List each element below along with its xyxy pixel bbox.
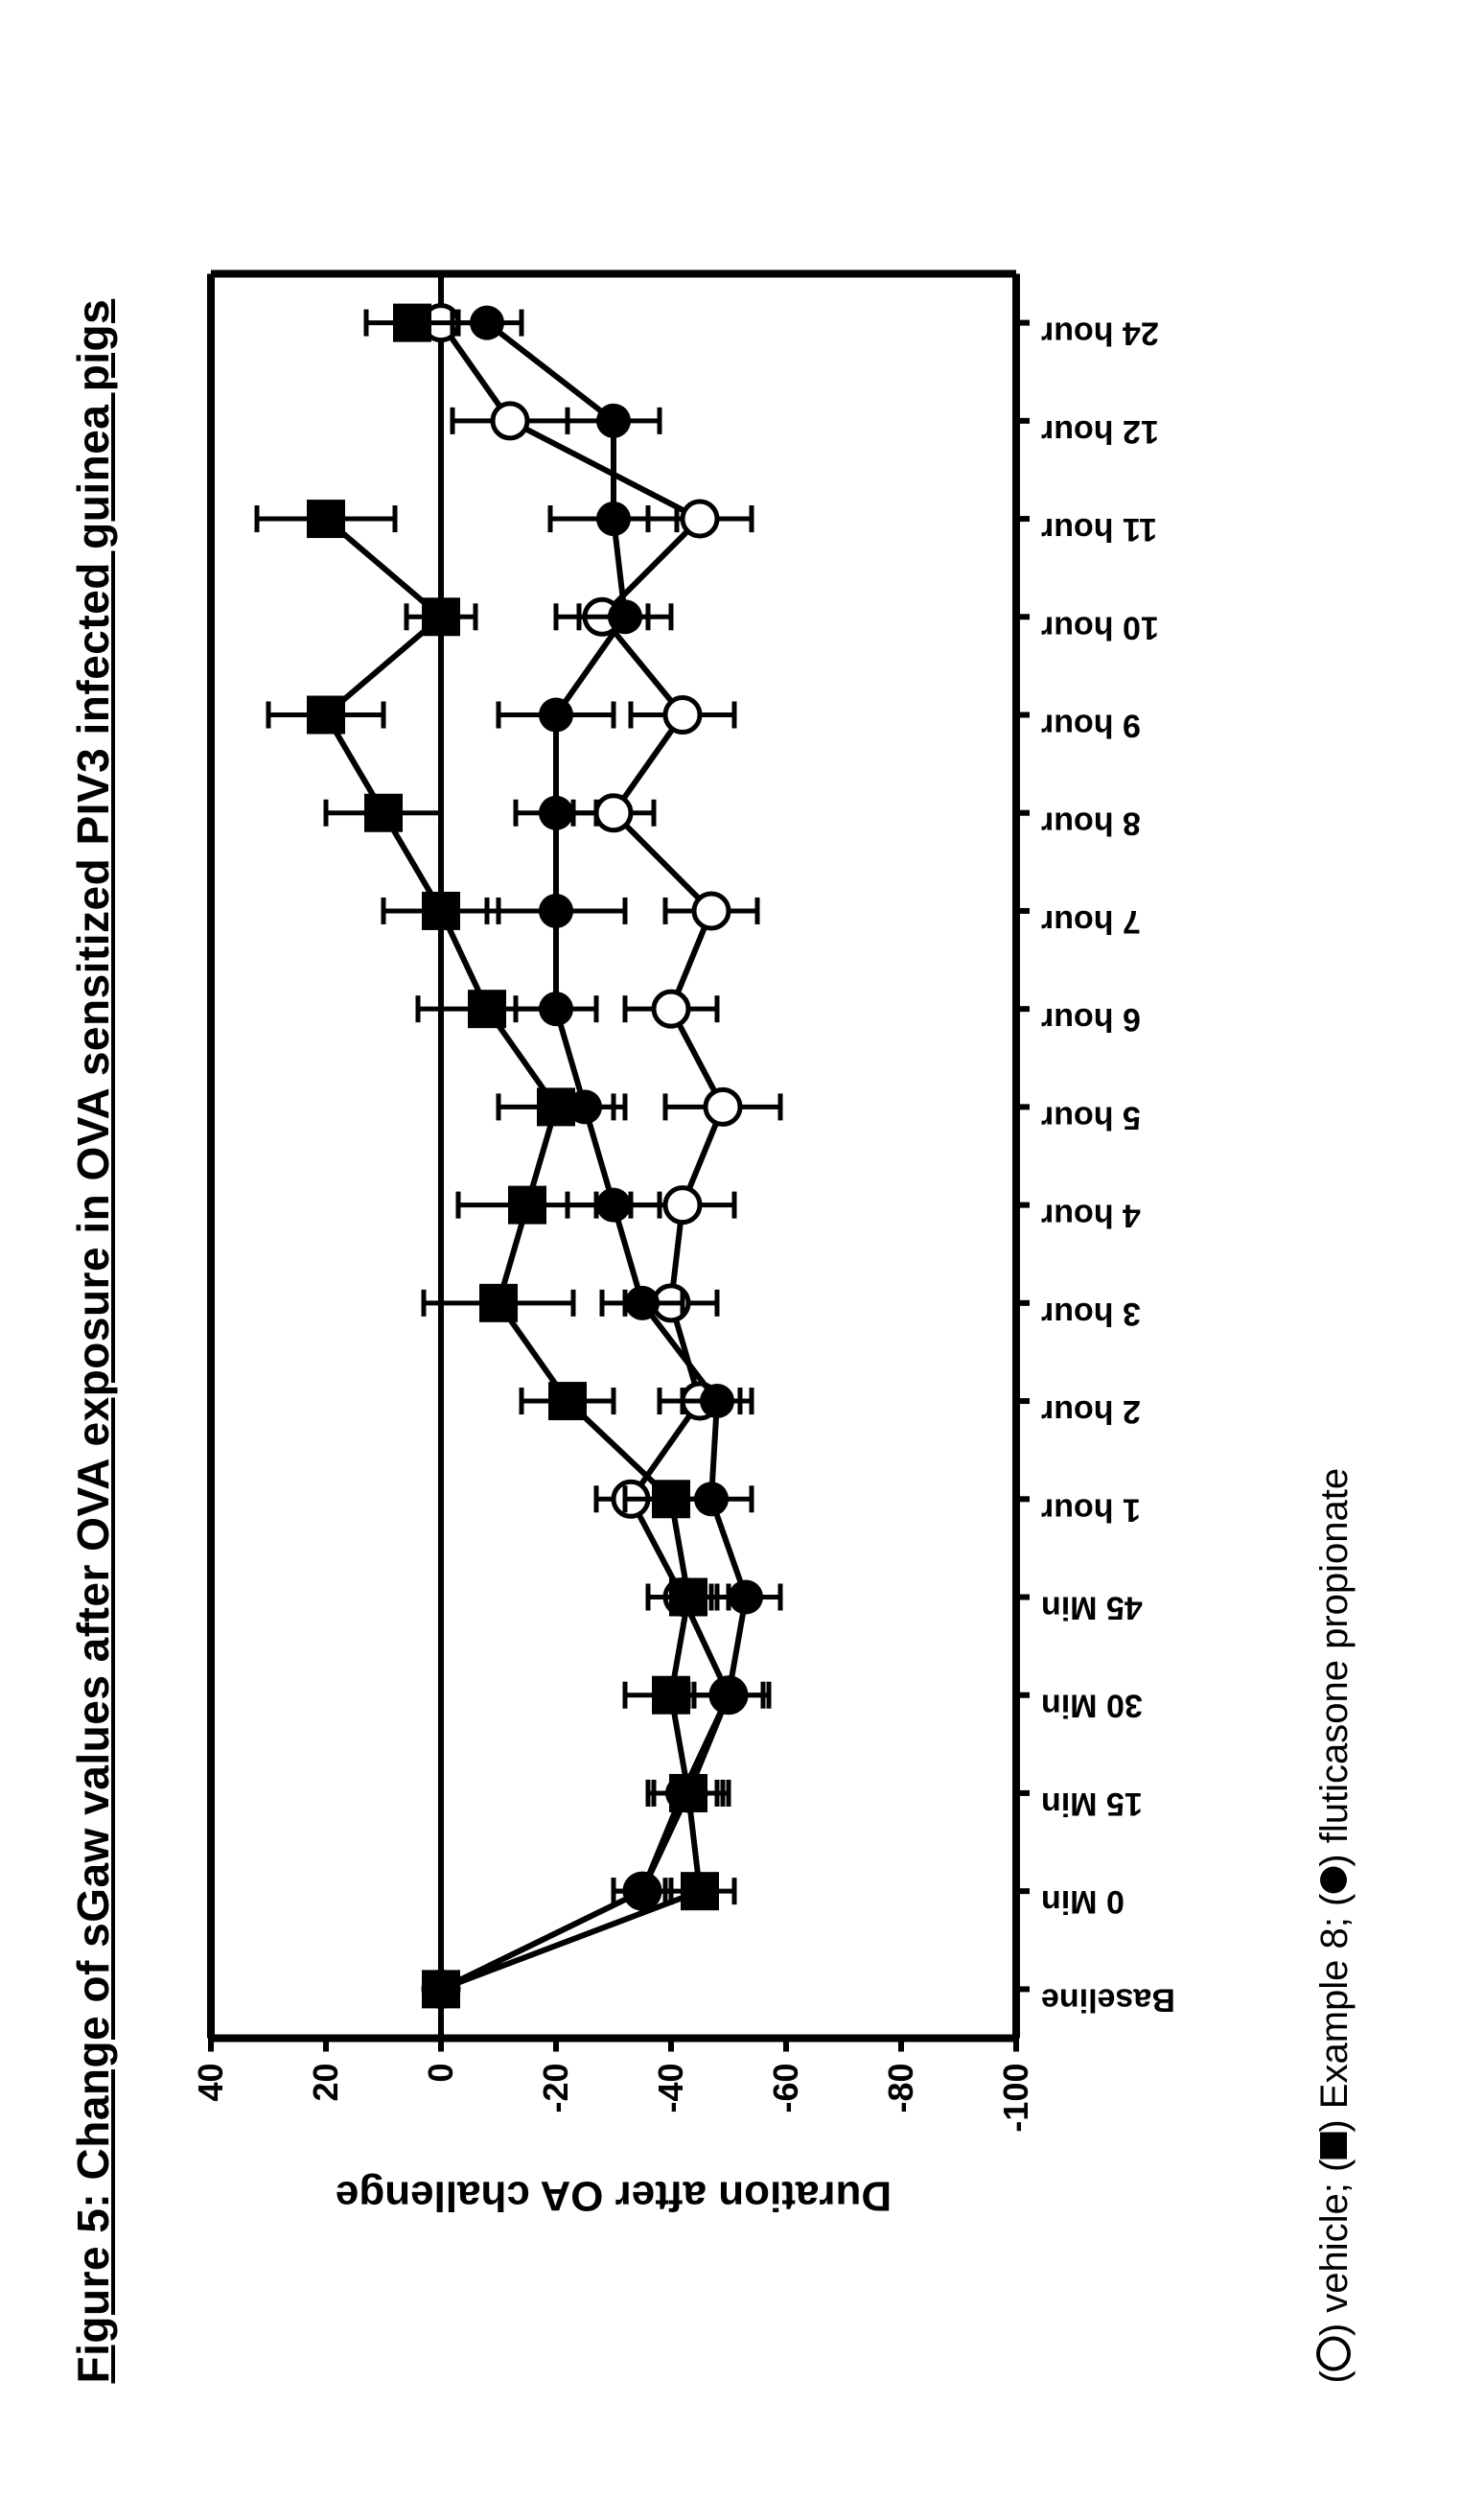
legend-text: ) <box>1313 2109 1356 2132</box>
svg-text:6 hour: 6 hour <box>1041 1001 1141 1038</box>
legend-fluticasone-label: fluticasone propionate <box>1313 1467 1356 1842</box>
legend-example8-label: Example 8 <box>1313 1927 1356 2109</box>
sgaw-chart: 40 20 0 -20 -40 -60 -80 -100 Duration after OA c… <box>173 235 1275 2249</box>
figure-title: Figure 5: Change of sGaw values after OV… <box>67 298 119 2383</box>
legend-text: ) <box>1313 2312 1356 2335</box>
svg-text:3 hour: 3 hour <box>1041 1295 1141 1331</box>
svg-text:30 Min: 30 Min <box>1041 1687 1143 1723</box>
svg-text:-80: -80 <box>881 2063 920 2113</box>
svg-text:24 hour: 24 hour <box>1041 315 1159 351</box>
legend-sep: ; ( <box>1313 1893 1356 1927</box>
svg-text:5 hour: 5 hour <box>1041 1099 1141 1135</box>
svg-text:0: 0 <box>421 2063 460 2082</box>
legend-sep: ; ( <box>1313 2159 1356 2193</box>
svg-text:2 hour: 2 hour <box>1041 1393 1141 1430</box>
svg-text:20: 20 <box>306 2063 345 2101</box>
svg-text:8 hour: 8 hour <box>1041 805 1141 841</box>
svg-text:-100: -100 <box>996 2063 1035 2132</box>
svg-text:-20: -20 <box>536 2063 575 2113</box>
svg-text:Baseline: Baseline <box>1041 1981 1175 2018</box>
svg-text:1 hour: 1 hour <box>1041 1491 1141 1528</box>
svg-text:-40: -40 <box>651 2063 690 2113</box>
legend: ( ) vehicle ; ( ) Example 8 ; ( ) flutic… <box>1313 1467 1356 2383</box>
svg-text:Duration after OA challenge: Duration after OA challenge <box>336 2172 892 2219</box>
legend-vehicle-label: vehicle <box>1313 2193 1356 2313</box>
svg-text:45 Min: 45 Min <box>1041 1589 1143 1625</box>
svg-text:11 hour: 11 hour <box>1041 511 1157 548</box>
svg-text:40: 40 <box>191 2063 230 2101</box>
filled-square-icon <box>1320 2132 1347 2159</box>
open-circle-icon <box>1316 2336 1351 2370</box>
landscape-content: Figure 5: Change of sGaw values after OV… <box>0 0 1484 2498</box>
svg-text:12 hour: 12 hour <box>1041 412 1159 449</box>
svg-text:-60: -60 <box>766 2063 805 2113</box>
svg-text:10 hour: 10 hour <box>1041 609 1159 645</box>
svg-text:9 hour: 9 hour <box>1041 707 1141 743</box>
svg-text:7 hour: 7 hour <box>1041 902 1141 939</box>
legend-text: ( <box>1313 2370 1356 2383</box>
svg-text:15 Min: 15 Min <box>1041 1785 1143 1821</box>
svg-text:0 Min: 0 Min <box>1041 1883 1125 1920</box>
page: Figure 5: Change of sGaw values after OV… <box>0 0 1484 2498</box>
chart-container: 40 20 0 -20 -40 -60 -80 -100 Duration after OA c… <box>173 235 1275 2249</box>
filled-circle-icon <box>1320 1866 1347 1893</box>
svg-text:4 hour: 4 hour <box>1041 1197 1141 1233</box>
legend-text: ) <box>1313 1843 1356 1866</box>
